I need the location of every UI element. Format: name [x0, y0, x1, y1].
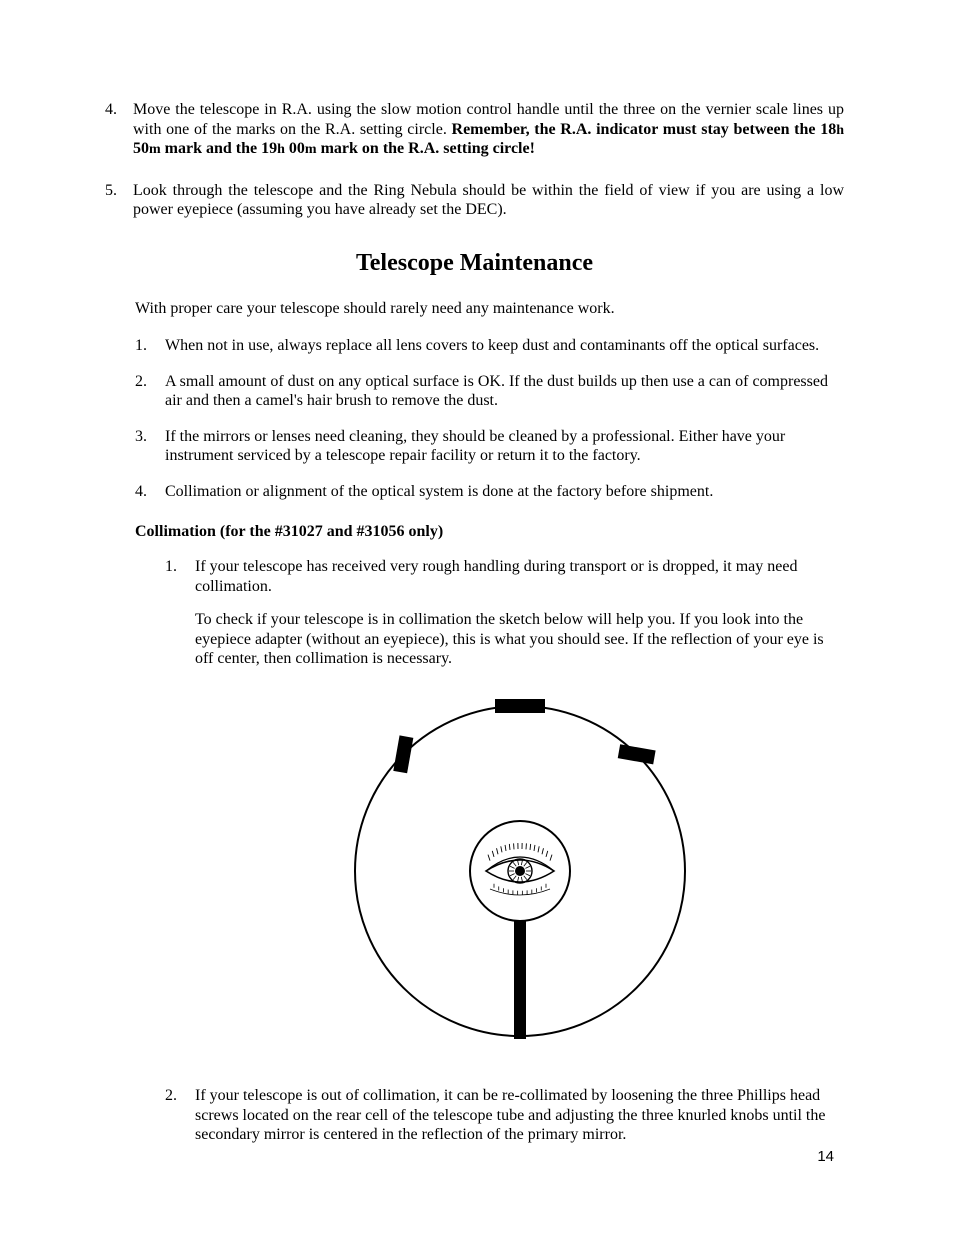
intro-paragraph: With proper care your telescope should r…: [135, 299, 844, 319]
list-item: 5. Look through the telescope and the Ri…: [133, 181, 844, 220]
list-item: 4. Move the telescope in R.A. using the …: [133, 100, 844, 159]
item-number: 3.: [135, 427, 147, 447]
item-text: Look through the telescope and the Ring …: [133, 182, 844, 219]
item-number: 2.: [165, 1086, 177, 1106]
item-text: Collimation or alignment of the optical …: [165, 483, 713, 500]
list-item: 1. If your telescope has received very r…: [195, 557, 844, 1056]
item-number: 2.: [135, 372, 147, 392]
item-number: 1.: [135, 336, 147, 356]
page-number: 14: [817, 1148, 834, 1165]
collimation-subhead: Collimation (for the #31027 and #31056 o…: [135, 523, 844, 541]
item-number: 4.: [135, 482, 147, 502]
collimation-svg: [340, 691, 700, 1051]
item-text: If your telescope is out of collimation,…: [195, 1087, 825, 1143]
collimation-list: 1. If your telescope has received very r…: [105, 557, 844, 1145]
list-item: 2. A small amount of dust on any optical…: [165, 372, 844, 411]
section-title: Telescope Maintenance: [105, 250, 844, 277]
maintenance-list: 1. When not in use, always replace all l…: [105, 336, 844, 501]
item-text: When not in use, always replace all lens…: [165, 337, 819, 354]
item-text: If the mirrors or lenses need cleaning, …: [165, 428, 785, 465]
list-item: 4. Collimation or alignment of the optic…: [165, 482, 844, 502]
item-number: 1.: [165, 557, 177, 577]
item-text: A small amount of dust on any optical su…: [165, 373, 828, 410]
collimation-diagram: [195, 691, 844, 1057]
list-item: 3. If the mirrors or lenses need cleanin…: [165, 427, 844, 466]
item-text: If your telescope has received very roug…: [195, 558, 797, 595]
list-item: 1. When not in use, always replace all l…: [165, 336, 844, 356]
list-item: 2. If your telescope is out of collimati…: [195, 1086, 844, 1145]
top-numbered-list: 4. Move the telescope in R.A. using the …: [105, 100, 844, 220]
item-paragraph: To check if your telescope is in collima…: [195, 610, 844, 669]
item-number: 4.: [105, 100, 117, 120]
item-number: 5.: [105, 181, 117, 201]
